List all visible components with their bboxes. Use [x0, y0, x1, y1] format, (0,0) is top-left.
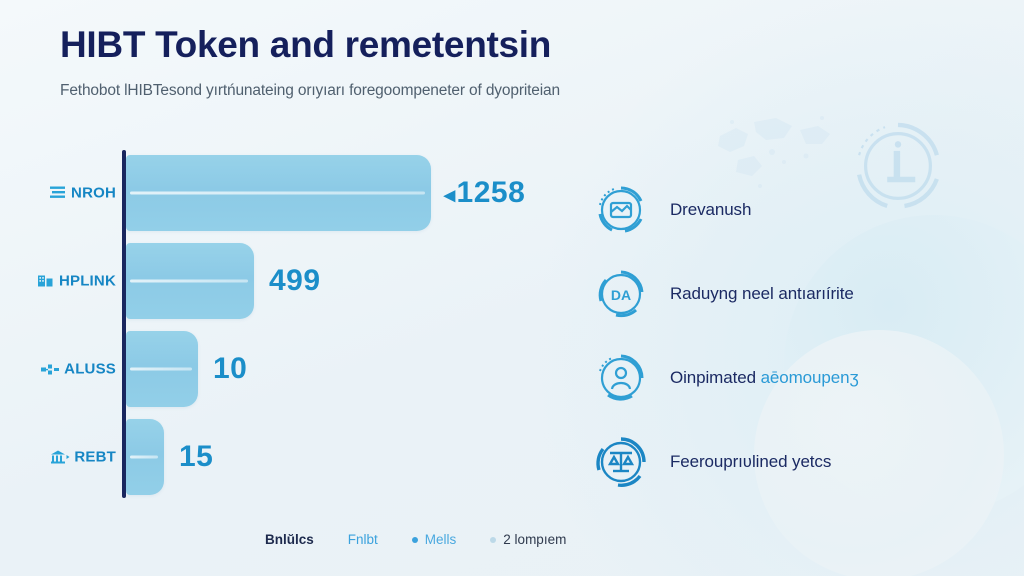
bar-value-aluss: 10	[212, 352, 247, 386]
category-label-aluss: ALUSS	[22, 361, 116, 378]
bar-aluss[interactable]	[126, 331, 198, 407]
card-circle-icon	[592, 181, 650, 239]
list-item-label: Raduyng neel antıarıírite	[670, 284, 854, 303]
value-text: 1258	[456, 176, 526, 209]
chart-row[interactable]: HPLINK 499	[22, 238, 562, 324]
network-icon	[41, 362, 60, 376]
legend-label: 2 lompıem	[503, 532, 567, 547]
list-item-label: Drevanush	[670, 200, 752, 219]
value-lead-marker: ◂	[444, 182, 456, 207]
legend-item[interactable]: Fnlbt	[348, 532, 378, 547]
chart-row[interactable]: REBT 15	[22, 414, 562, 500]
chart-axis	[122, 150, 126, 498]
legend-label: Mells	[424, 532, 457, 547]
category-text: REBT	[74, 448, 116, 466]
svg-text:DA: DA	[611, 287, 631, 303]
da-circle-icon: DA	[592, 265, 650, 323]
bar-value-nroh: ◂1258	[444, 176, 525, 210]
category-text: NROH	[71, 184, 116, 202]
category-label-hplink: HPLINK	[22, 273, 116, 290]
header: HIBT Token and remetentsin Fethobot lHIB…	[60, 24, 760, 101]
feature-list: Drevanush DA Raduyng neel antıarıírite	[592, 168, 1002, 504]
bar-hplink[interactable]	[126, 243, 254, 319]
bar-container	[126, 419, 164, 495]
legend-item[interactable]: 2 lompıem	[490, 532, 566, 547]
bar-value-rebt: 15	[178, 440, 213, 474]
list-item[interactable]: Drevanush	[592, 168, 1002, 252]
category-label-rebt: REBT	[22, 449, 116, 466]
list-item[interactable]: Feerouprıʋlined yetcs	[592, 420, 1002, 504]
page-title: HIBT Token and remetentsin	[60, 24, 552, 65]
label-main: Oinpimated	[670, 368, 761, 387]
category-label-nroh: NROH	[22, 185, 116, 202]
category-text: ALUSS	[64, 360, 116, 378]
person-circle-icon	[592, 349, 650, 407]
bar-chart: NROH ◂1258	[22, 150, 562, 510]
category-text: HPLINK	[58, 272, 116, 290]
legend-label: Fnlbt	[347, 532, 378, 547]
chart-legend: Bnlŭlcs Fnlbt Mells 2 lompıem	[265, 532, 566, 547]
legend-item[interactable]: Mells	[411, 532, 457, 547]
legend-swatch	[411, 536, 418, 543]
bar-value-hplink: 499	[268, 264, 321, 298]
value-text: 15	[179, 440, 214, 473]
legend-item[interactable]: Bnlŭlcs	[265, 532, 314, 547]
list-item-label: Oinpimated aēomoupenʒ	[670, 368, 859, 388]
value-text: 10	[213, 352, 248, 385]
bar-container	[126, 155, 431, 231]
bar-rebt[interactable]	[126, 419, 164, 495]
page-subtitle: Fethobot lHIBTesond yırtńunateing orıyıa…	[60, 81, 560, 99]
buildings-icon	[37, 274, 55, 289]
bank-icon	[51, 450, 70, 465]
list-item[interactable]: DA Raduyng neel antıarıírite	[592, 252, 1002, 336]
scale-circle-icon	[592, 433, 650, 491]
legend-swatch	[490, 536, 497, 543]
bar-nroh[interactable]	[126, 155, 431, 231]
chart-row[interactable]: NROH ◂1258	[22, 150, 562, 236]
chart-rows: NROH ◂1258	[22, 150, 562, 498]
legend-label: Bnlŭlcs	[265, 532, 314, 547]
label-accent: aēomoupenʒ	[760, 368, 859, 387]
bar-container	[126, 243, 254, 319]
chart-row[interactable]: ALUSS 10	[22, 326, 562, 412]
bar-container	[126, 331, 198, 407]
value-text: 499	[269, 264, 321, 297]
bars-list-icon	[50, 186, 67, 201]
list-item-label: Feerouprıʋlined yetcs	[670, 452, 832, 471]
list-item[interactable]: Oinpimated aēomoupenʒ	[592, 336, 1002, 420]
